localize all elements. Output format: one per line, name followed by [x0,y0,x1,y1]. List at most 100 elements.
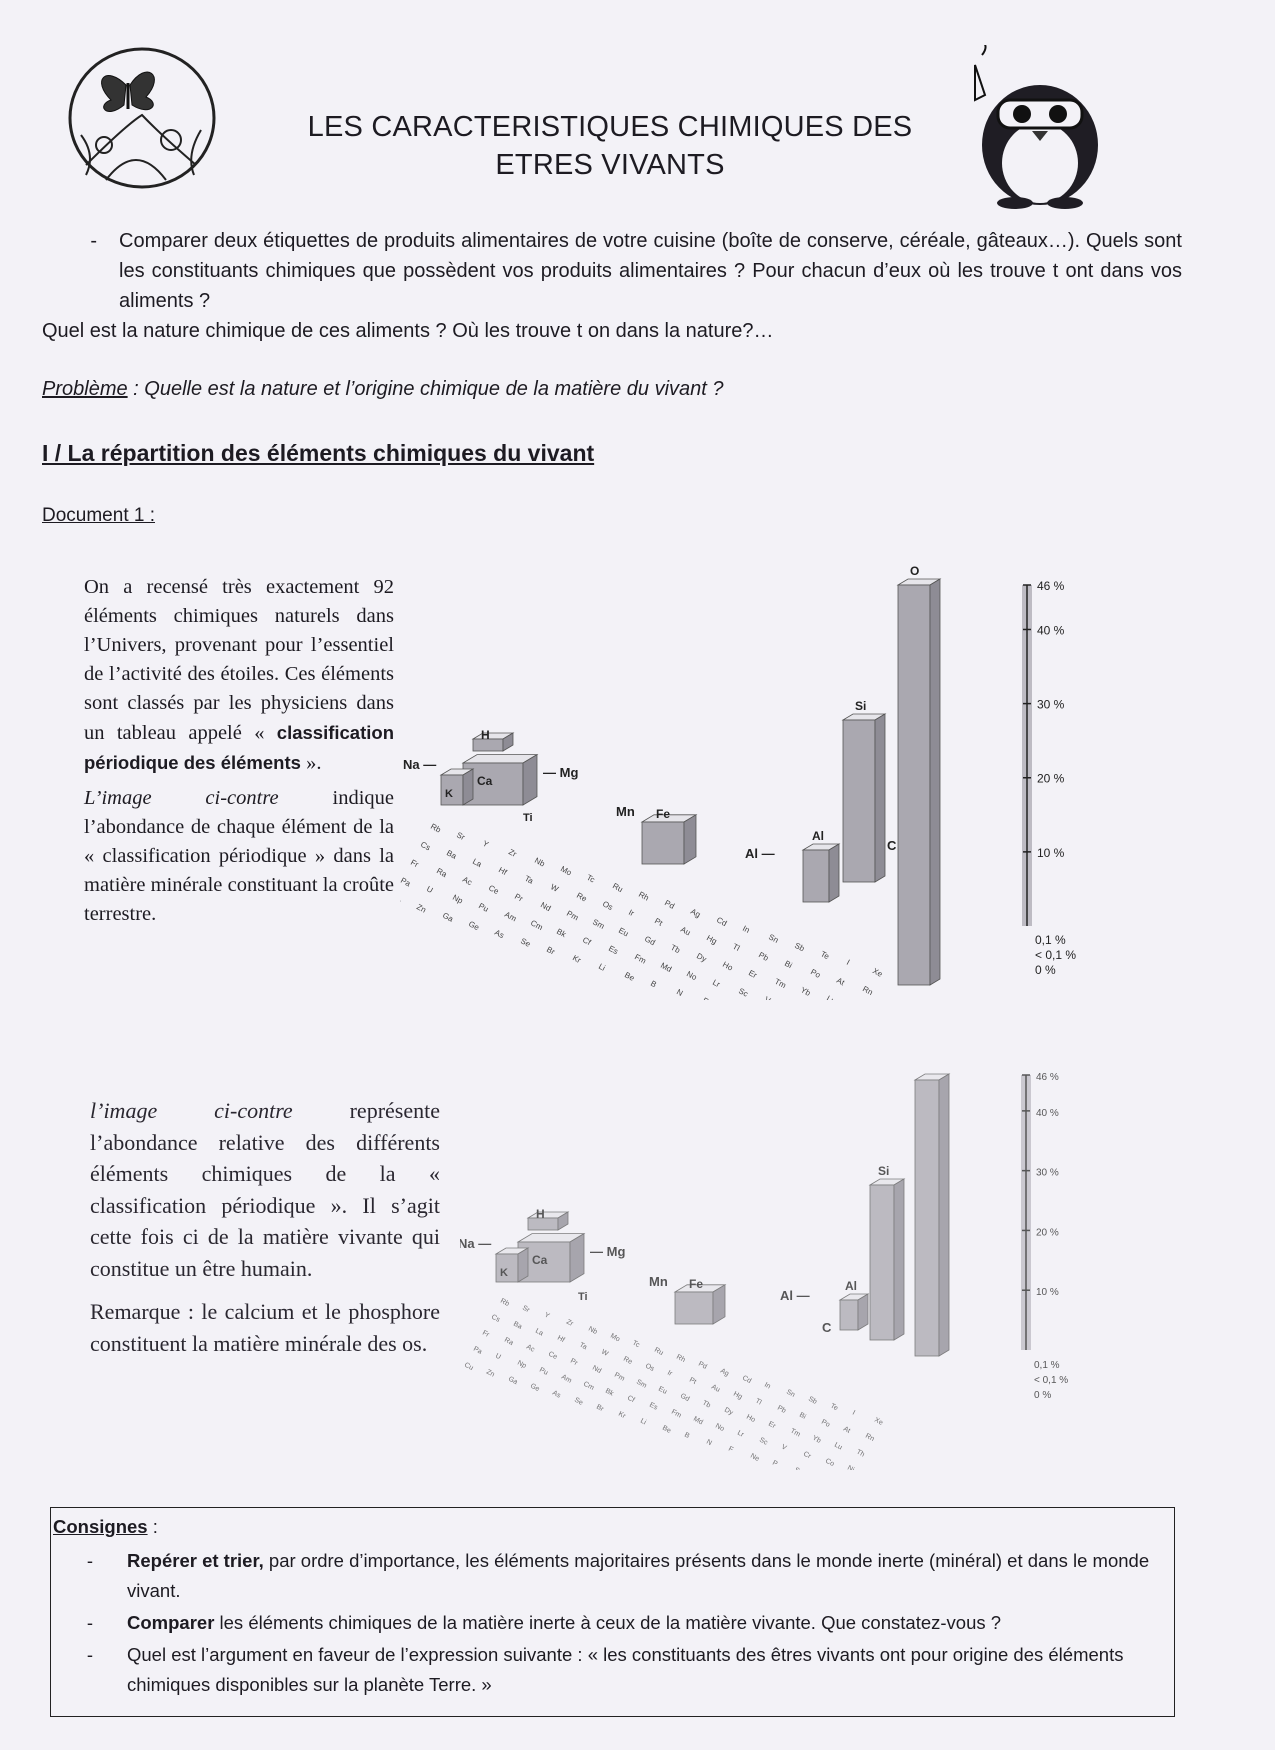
element-label-si: Si [878,1164,889,1178]
element-symbol-Dy: Dy [695,951,708,964]
item-text: par ordre d’importance, les éléments maj… [127,1550,1150,1601]
item-text: Quel est l’argument en faveur de l’expre… [127,1644,1124,1695]
element-symbol-Lu: Lu [825,994,837,1000]
element-symbol-Fm: Fm [670,1409,682,1420]
element-symbol-Pa: Pa [400,876,412,889]
consigne-item: - Repérer et trier, par ordre d’importanc… [53,1546,1174,1606]
document1-text: On a recensé très exactement 92 éléments… [84,573,394,935]
element-symbol-Pu: Pu [538,1367,549,1377]
scale-label: 10 % [1037,846,1065,860]
element-symbol-Sc: Sc [737,986,749,998]
element-symbol-Tb: Tb [701,1400,712,1410]
element-symbol-No: No [685,969,699,982]
element-symbol-Cu: Cu [400,894,402,907]
consignes-suffix: : [147,1516,158,1537]
element-symbol-La: La [534,1328,544,1338]
element-symbol-Pt: Pt [688,1377,697,1386]
element-symbol-Po: Po [809,967,822,980]
element-symbol-Te: Te [819,949,831,961]
element-symbol-Br: Br [545,945,557,957]
element-symbol-Md: Md [659,961,673,974]
item-text: les éléments chimiques de la matière ine… [214,1612,1002,1633]
problem-text: : Quelle est la nature et l’origine chim… [127,378,724,400]
element-symbol-V: V [763,995,773,1000]
element-symbol-No: No [714,1423,725,1433]
hydrogen-box-side [557,1211,569,1231]
element-symbol-Cs: Cs [419,840,432,853]
element-symbol-Tm: Tm [789,1428,801,1439]
element-label-al-callout: Al — [745,846,775,861]
element-symbol-Ta: Ta [578,1342,588,1352]
element-symbol-N: N [675,987,685,998]
element-symbol-Ge: Ge [529,1383,541,1394]
element-symbol-Gd: Gd [679,1393,691,1404]
element-symbol-Rn: Rn [861,984,874,997]
element-symbol-V: V [780,1444,788,1453]
element-symbol-Sn: Sn [785,1389,796,1399]
element-symbol-Y: Y [481,839,491,850]
penguin-chemist-icon [974,45,1098,209]
element-symbol-Ir: Ir [627,908,636,918]
element-symbol-Es: Es [607,944,619,956]
bar-o-side [929,578,941,986]
scale-label: 0,1 % [1035,933,1066,947]
consignes-box: Consignes : - Repérer et trier, par ordre… [50,1507,1175,1717]
element-label-mg: — Mg [543,765,578,780]
element-symbol-Zn: Zn [485,1369,496,1379]
page-title: LES CARACTERISTIQUES CHIMIQUES DES ETRES… [250,108,970,184]
element-symbol-Os: Os [601,899,614,912]
item-bold: Comparer [127,1612,215,1633]
title-line-2: ETRES VIVANTS [495,149,725,181]
element-symbol-Pd: Pd [697,1361,708,1371]
element-symbol-Pm: Pm [613,1372,626,1383]
problem-statement: Problème : Quelle est la nature et l’ori… [42,378,724,401]
title-line-1: LES CARACTERISTIQUES CHIMIQUES DES [307,111,913,143]
element-symbol-Pd: Pd [663,898,676,911]
element-symbol-Ho: Ho [721,960,735,973]
element-symbol-Cf: Cf [626,1395,636,1404]
element-label-al: Al [845,1279,857,1293]
bar-si-side [893,1178,905,1341]
element-symbol-Sb: Sb [793,941,806,954]
element-symbol-Rn: Rn [864,1433,875,1443]
element-symbol-Th: Th [855,1449,866,1459]
element-symbol-Tl: Tl [754,1398,763,1407]
element-symbol-Ba: Ba [445,848,458,861]
element-symbol-W: W [600,1349,609,1358]
element-symbol-Hf: Hf [556,1335,566,1344]
element-label-si: Si [855,699,866,713]
element-symbol-Rb: Rb [429,822,443,835]
p1-end: ». [300,752,322,774]
element-symbol-Gd: Gd [643,934,657,947]
element-symbol-Sm: Sm [635,1379,648,1390]
bar-al-side [828,843,840,903]
element-symbol-Pr: Pr [513,892,525,904]
element-symbol-Fm: Fm [633,952,648,966]
element-symbol-Cf: Cf [581,935,593,947]
problem-label: Problème [42,378,128,400]
element-symbol-Be: Be [661,1425,672,1435]
consignes-label: Consignes [53,1516,148,1537]
section-heading: I / La répartition des éléments chimique… [42,440,595,466]
scale-label: < 0,1 % [1035,948,1076,962]
element-symbol-Eu: Eu [617,926,630,939]
element-label-na: Na — [460,1236,491,1251]
element-symbol-U: U [425,884,435,895]
element-symbol-Tc: Tc [585,873,596,885]
document-label: Document 1 : [42,505,155,526]
iron-box-front [674,1291,714,1325]
intro-question: Quel est la nature chimique de ces alime… [42,320,774,342]
document1-paragraph-1: On a recensé très exactement 92 éléments… [84,573,394,778]
element-symbol-Li: Li [597,962,607,973]
element-symbol-At: At [842,1426,851,1435]
element-symbol-Rh: Rh [637,890,650,903]
element-symbol-Zr: Zr [507,847,518,859]
element-symbol-Cm: Cm [529,918,545,932]
element-symbol-W: W [549,882,560,894]
intro-bullet: - Comparer deux étiquettes de produits a… [42,226,1182,316]
scale-label: < 0,1 % [1034,1375,1068,1386]
consignes-heading: Consignes : [53,1516,1174,1538]
element-symbol-Yb: Yb [799,985,812,998]
element-symbol-Am: Am [560,1374,573,1385]
element-symbol-Ru: Ru [611,881,624,894]
